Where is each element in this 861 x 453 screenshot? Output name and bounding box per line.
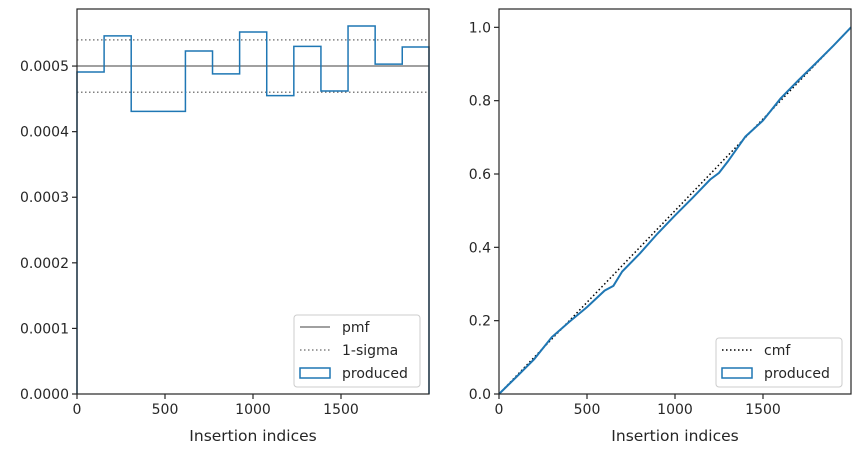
x-tick-label: 0 (73, 402, 82, 418)
y-tick-label: 0.0 (469, 387, 491, 403)
x-axis-label: Insertion indices (611, 427, 738, 445)
y-tick-label: 0.4 (469, 240, 491, 256)
y-tick-label: 1.0 (469, 20, 491, 36)
y-tick-label: 0.0002 (20, 256, 69, 272)
y-tick-label: 0.6 (469, 167, 491, 183)
x-tick-label: 1500 (323, 402, 359, 418)
legend-label: pmf (342, 320, 371, 336)
x-tick-label: 0 (495, 402, 504, 418)
y-tick-label: 0.0005 (20, 59, 69, 75)
y-tick-label: 0.0001 (20, 321, 69, 337)
legend-label: cmf (764, 343, 791, 359)
x-tick-label: 500 (574, 402, 601, 418)
y-tick-label: 0.0000 (20, 387, 69, 403)
produced-line (498, 26, 852, 395)
legend-label: produced (764, 366, 830, 382)
legend-handle-box (721, 367, 753, 379)
legend: pmf 1-sigma produced (293, 314, 421, 388)
legend-handle-box (299, 367, 331, 379)
chart-panel-2: 0 500 1000 1500 0.0 0.2 0.4 0.6 0.8 1.0 Insertion … (469, 8, 852, 445)
y-tick-label: 0.2 (469, 314, 491, 330)
x-tick-label: 500 (152, 402, 179, 418)
x-axis-label: Insertion indices (189, 427, 316, 445)
x-tick-label: 1500 (745, 402, 781, 418)
legend-label: produced (342, 366, 408, 382)
legend-box (293, 314, 421, 388)
produced-histogram (76, 25, 430, 394)
y-tick-label: 0.0004 (20, 125, 69, 141)
x-tick-label: 1000 (235, 402, 271, 418)
x-tick-label: 1000 (657, 402, 693, 418)
y-tick-label: 0.0003 (20, 190, 69, 206)
legend-label: 1-sigma (342, 343, 398, 359)
y-tick-label: 0.8 (469, 94, 491, 110)
chart-panel-1: 0 500 1000 1500 0.0000 0.0001 0.0002 0.0003 0.00… (20, 8, 430, 445)
legend: cmf produced (715, 337, 843, 388)
